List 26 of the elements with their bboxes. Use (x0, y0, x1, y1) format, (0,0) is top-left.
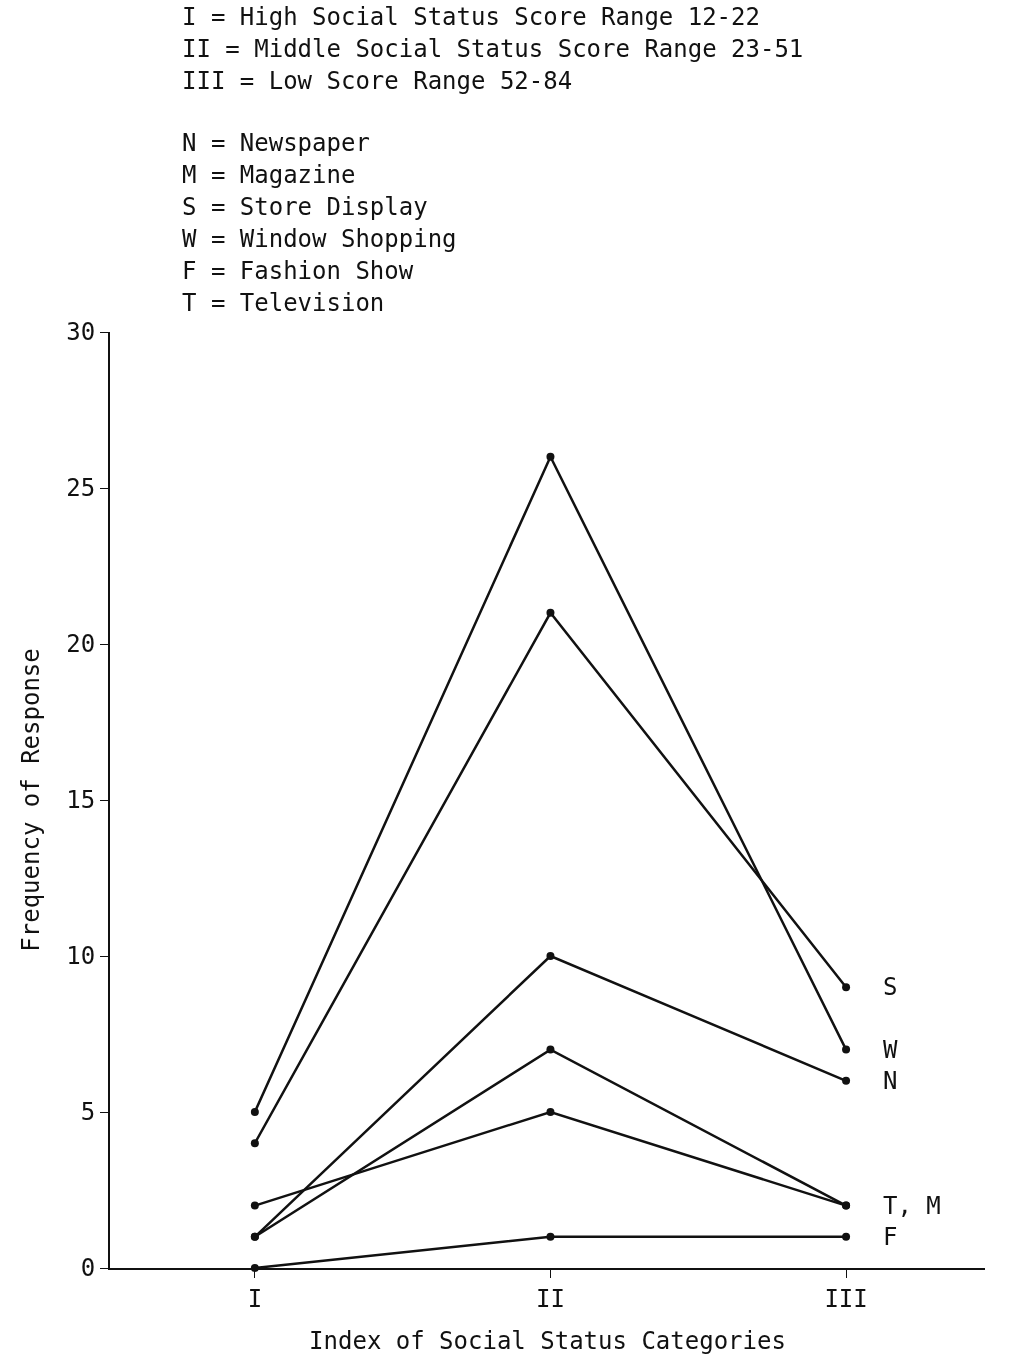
text: F = Fashion Show (182, 257, 414, 285)
annotation: F (883, 1223, 898, 1251)
y-tick-label: 0 (80, 1254, 96, 1283)
annotation: S (883, 973, 898, 1001)
y-tick-label: 20 (66, 630, 96, 659)
text: I = High Social Status Score Range 12-22 (182, 3, 760, 31)
text: N = Newspaper (182, 129, 370, 157)
text: S = Store Display (182, 193, 428, 221)
y-tick-label: 30 (66, 318, 96, 347)
text: W = Window Shopping (182, 225, 457, 253)
annotation: T, M (883, 1192, 941, 1220)
x-tick-label: III (824, 1284, 868, 1313)
text: III = Low Score Range 52-84 (182, 67, 573, 95)
x-tick-label: I (247, 1284, 263, 1313)
text: M = Magazine (182, 161, 356, 189)
x-axis-title: Index of Social Status Categories (309, 1326, 786, 1355)
y-axis-title: Frequency of Response (16, 648, 45, 952)
text: T = Television (182, 289, 385, 317)
x-tick-label: II (536, 1284, 565, 1313)
y-tick-label: 25 (66, 474, 96, 503)
annotation: W (883, 1036, 898, 1064)
y-tick-label: 15 (66, 786, 96, 815)
y-tick-label: 10 (66, 942, 96, 971)
text: II = Middle Social Status Score Range 23-51 (182, 35, 804, 63)
annotation: N (883, 1067, 898, 1095)
y-tick-label: 5 (80, 1098, 96, 1127)
